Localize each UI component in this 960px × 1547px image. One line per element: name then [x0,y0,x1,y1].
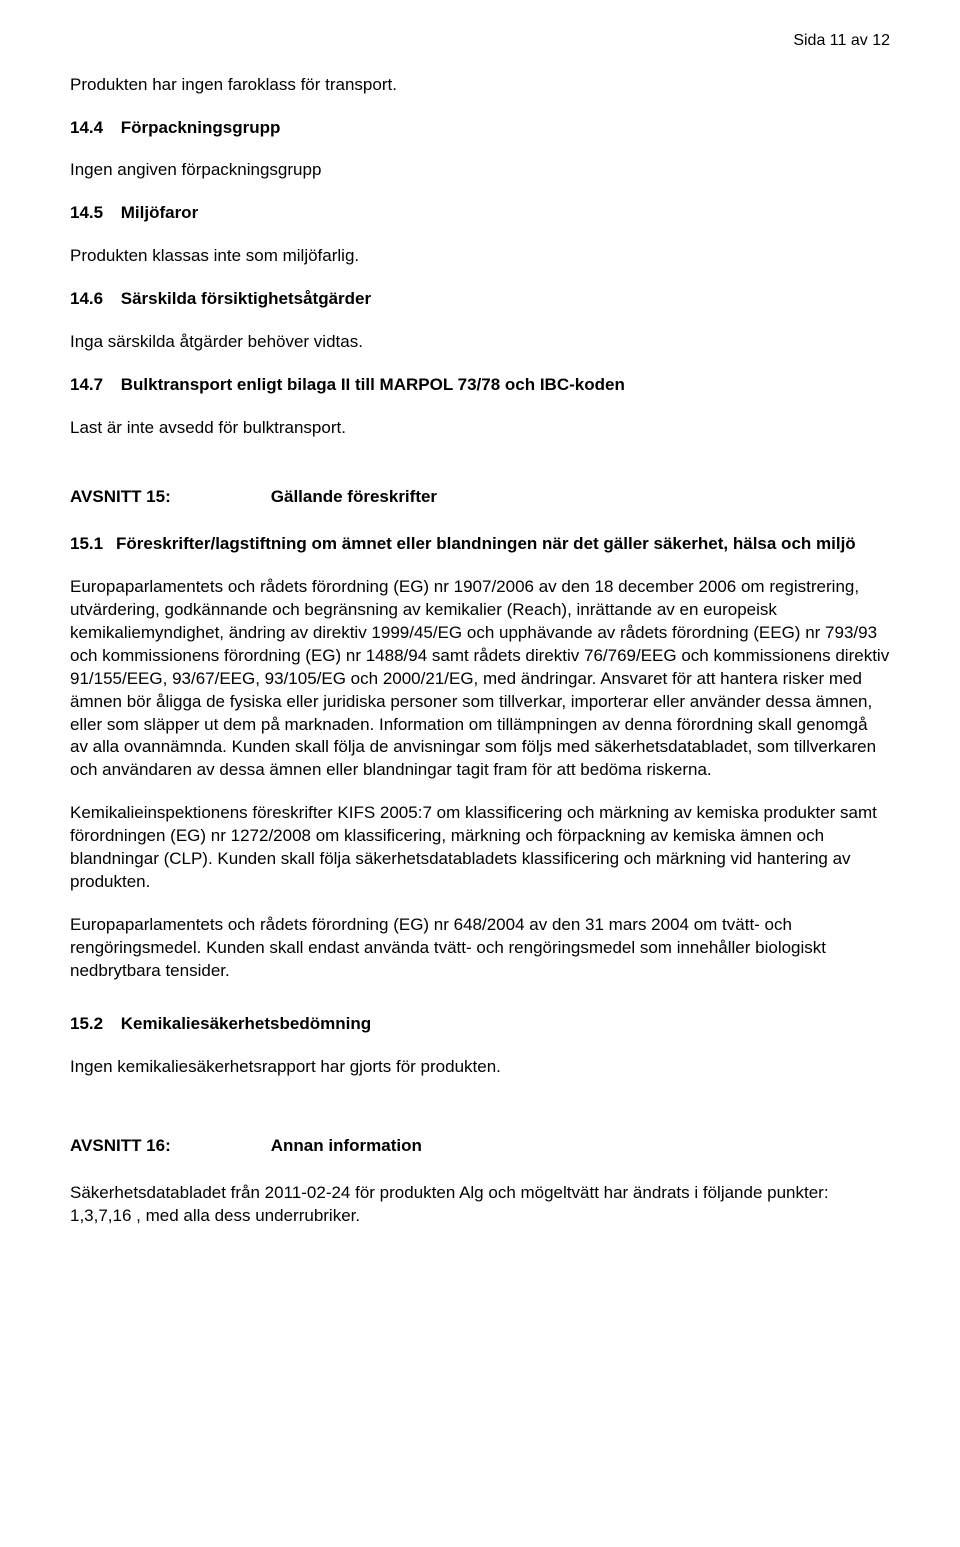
body-14-7: Last är inte avsedd för bulktransport. [70,417,890,440]
heading-14-5: 14.5 Miljöfaror [70,202,890,225]
heading-title: Föreskrifter/lagstiftning om ämnet eller… [116,533,856,556]
body-14-6: Inga särskilda åtgärder behöver vidtas. [70,331,890,354]
body-15-1-p3: Europaparlamentets och rådets förordning… [70,914,890,983]
avsnitt-title: Gällande föreskrifter [271,486,437,509]
avsnitt-16-row: AVSNITT 16: Annan information [70,1135,890,1158]
heading-14-4: 14.4 Förpackningsgrupp [70,117,890,140]
body-15-2: Ingen kemikaliesäkerhetsrapport har gjor… [70,1056,890,1079]
heading-15-1: 15.1 Föreskrifter/lagstiftning om ämnet … [70,533,890,556]
heading-number: 14.5 [70,202,116,225]
heading-title: Särskilda försiktighetsåtgärder [121,289,371,308]
body-15-1-p2: Kemikalieinspektionens föreskrifter KIFS… [70,802,890,894]
avsnitt-15-row: AVSNITT 15: Gällande föreskrifter [70,486,890,509]
page-number: Sida 11 av 12 [70,30,890,52]
heading-title: Miljöfaror [121,203,198,222]
body-14-5: Produkten klassas inte som miljöfarlig. [70,245,890,268]
body-14-4: Ingen angiven förpackningsgrupp [70,159,890,182]
avsnitt-title: Annan information [271,1135,422,1158]
heading-title: Kemikaliesäkerhetsbedömning [121,1014,371,1033]
avsnitt-label: AVSNITT 16: [70,1135,171,1158]
body-16: Säkerhetsdatabladet från 2011-02-24 för … [70,1182,890,1228]
heading-number: 15.2 [70,1013,116,1036]
heading-number: 14.4 [70,117,116,140]
heading-title: Bulktransport enligt bilaga II till MARP… [121,375,625,394]
heading-15-2: 15.2 Kemikaliesäkerhetsbedömning [70,1013,890,1036]
heading-title: Förpackningsgrupp [121,118,281,137]
heading-14-7: 14.7 Bulktransport enligt bilaga II till… [70,374,890,397]
heading-number: 14.7 [70,374,116,397]
avsnitt-label: AVSNITT 15: [70,486,171,509]
heading-14-6: 14.6 Särskilda försiktighetsåtgärder [70,288,890,311]
heading-number: 14.6 [70,288,116,311]
intro-text: Produkten har ingen faroklass för transp… [70,74,890,97]
heading-number: 15.1 [70,533,116,556]
body-15-1-p1: Europaparlamentets och rådets förordning… [70,576,890,782]
page-container: Sida 11 av 12 Produkten har ingen farokl… [0,0,960,1547]
